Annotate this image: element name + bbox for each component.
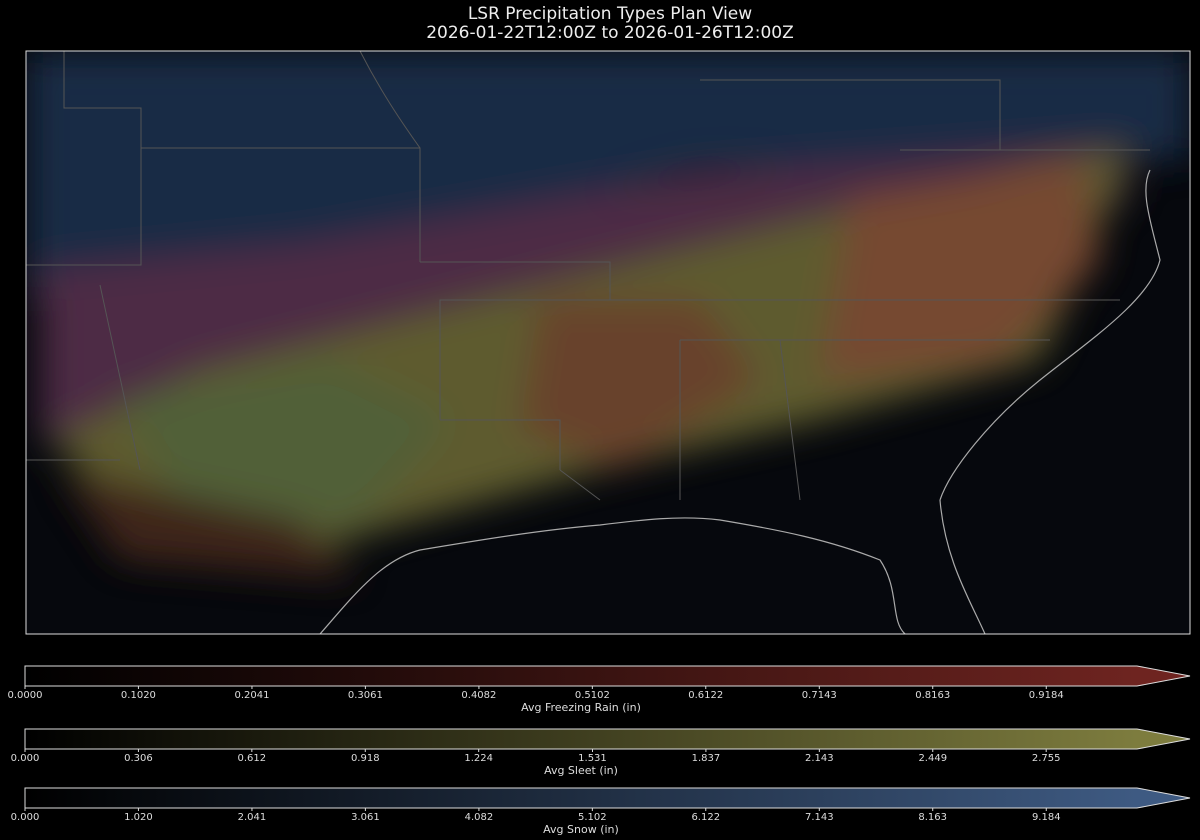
colorbar-tick-label: 0.8163 bbox=[915, 690, 950, 701]
colorbar-label: Avg Freezing Rain (in) bbox=[521, 701, 641, 714]
colorbar-extend bbox=[1137, 729, 1190, 749]
colorbar-tick-label: 4.082 bbox=[465, 812, 494, 823]
colorbar-tick-label: 1.837 bbox=[692, 753, 721, 764]
colorbar-label: Avg Snow (in) bbox=[543, 823, 619, 836]
colorbar-extend bbox=[1137, 666, 1190, 686]
map bbox=[26, 51, 1190, 634]
colorbar-tick-label: 0.918 bbox=[351, 753, 380, 764]
colorbar-tick-label: 1.224 bbox=[464, 753, 493, 764]
colorbar-tick-label: 0.7143 bbox=[802, 690, 837, 701]
chart-subtitle: 2026-01-22T12:00Z to 2026-01-26T12:00Z bbox=[426, 23, 794, 43]
colorbar-tick-label: 2.041 bbox=[238, 812, 267, 823]
colorbar-tick-label: 0.9184 bbox=[1029, 690, 1064, 701]
colorbar-tick-label: 0.4082 bbox=[461, 690, 496, 701]
colorbars: 0.0000 0.1020 0.2041 0.3061 0.4082 0.5102 0.61… bbox=[8, 665, 1191, 836]
colorbar-tick-label: 0.0000 bbox=[8, 690, 43, 701]
colorbar-tick-label: 6.122 bbox=[691, 812, 720, 823]
coastline bbox=[319, 169, 1161, 634]
colorbar-extend bbox=[1137, 788, 1190, 808]
colorbar bbox=[25, 666, 1137, 686]
colorbar-tick-label: 8.163 bbox=[918, 812, 947, 823]
colorbar-tick-label: 5.102 bbox=[578, 812, 607, 823]
colorbar-tick-label: 0.612 bbox=[238, 753, 267, 764]
colorbar-tick-label: 2.449 bbox=[918, 753, 947, 764]
colorbar-tick-label: 0.6122 bbox=[688, 690, 723, 701]
boundaries bbox=[26, 51, 1150, 501]
colorbar-tick-label: 0.5102 bbox=[575, 690, 610, 701]
colorbar-tick-label: 2.755 bbox=[1032, 753, 1061, 764]
colorbar-label: Avg Sleet (in) bbox=[544, 764, 618, 777]
colorbar-tick-label: 9.184 bbox=[1032, 812, 1061, 823]
colorbar-tick-label: 0.000 bbox=[11, 753, 40, 764]
colorbar-tick-label: 1.020 bbox=[124, 812, 153, 823]
colorbar-tick-label: 1.531 bbox=[578, 753, 607, 764]
map-frame bbox=[25, 50, 1191, 635]
colorbar-tick-label: 0.3061 bbox=[348, 690, 383, 701]
colorbar-tick-label: 0.306 bbox=[124, 753, 153, 764]
colorbar-tick-label: 0.2041 bbox=[234, 690, 269, 701]
colorbar-outline bbox=[24, 665, 1191, 687]
colorbar-tick-label: 2.143 bbox=[805, 753, 834, 764]
colorbar-tick-label: 3.061 bbox=[351, 812, 380, 823]
colorbar-tick-label: 0.1020 bbox=[121, 690, 156, 701]
colorbar bbox=[25, 729, 1137, 749]
colorbar-outline bbox=[24, 728, 1191, 750]
colorbar-tick-label: 7.143 bbox=[805, 812, 834, 823]
colorbar-outline bbox=[24, 787, 1191, 809]
chart-title: LSR Precipitation Types Plan View bbox=[468, 4, 752, 24]
colorbar-tick-label: 0.000 bbox=[11, 812, 40, 823]
colorbar bbox=[25, 788, 1137, 808]
